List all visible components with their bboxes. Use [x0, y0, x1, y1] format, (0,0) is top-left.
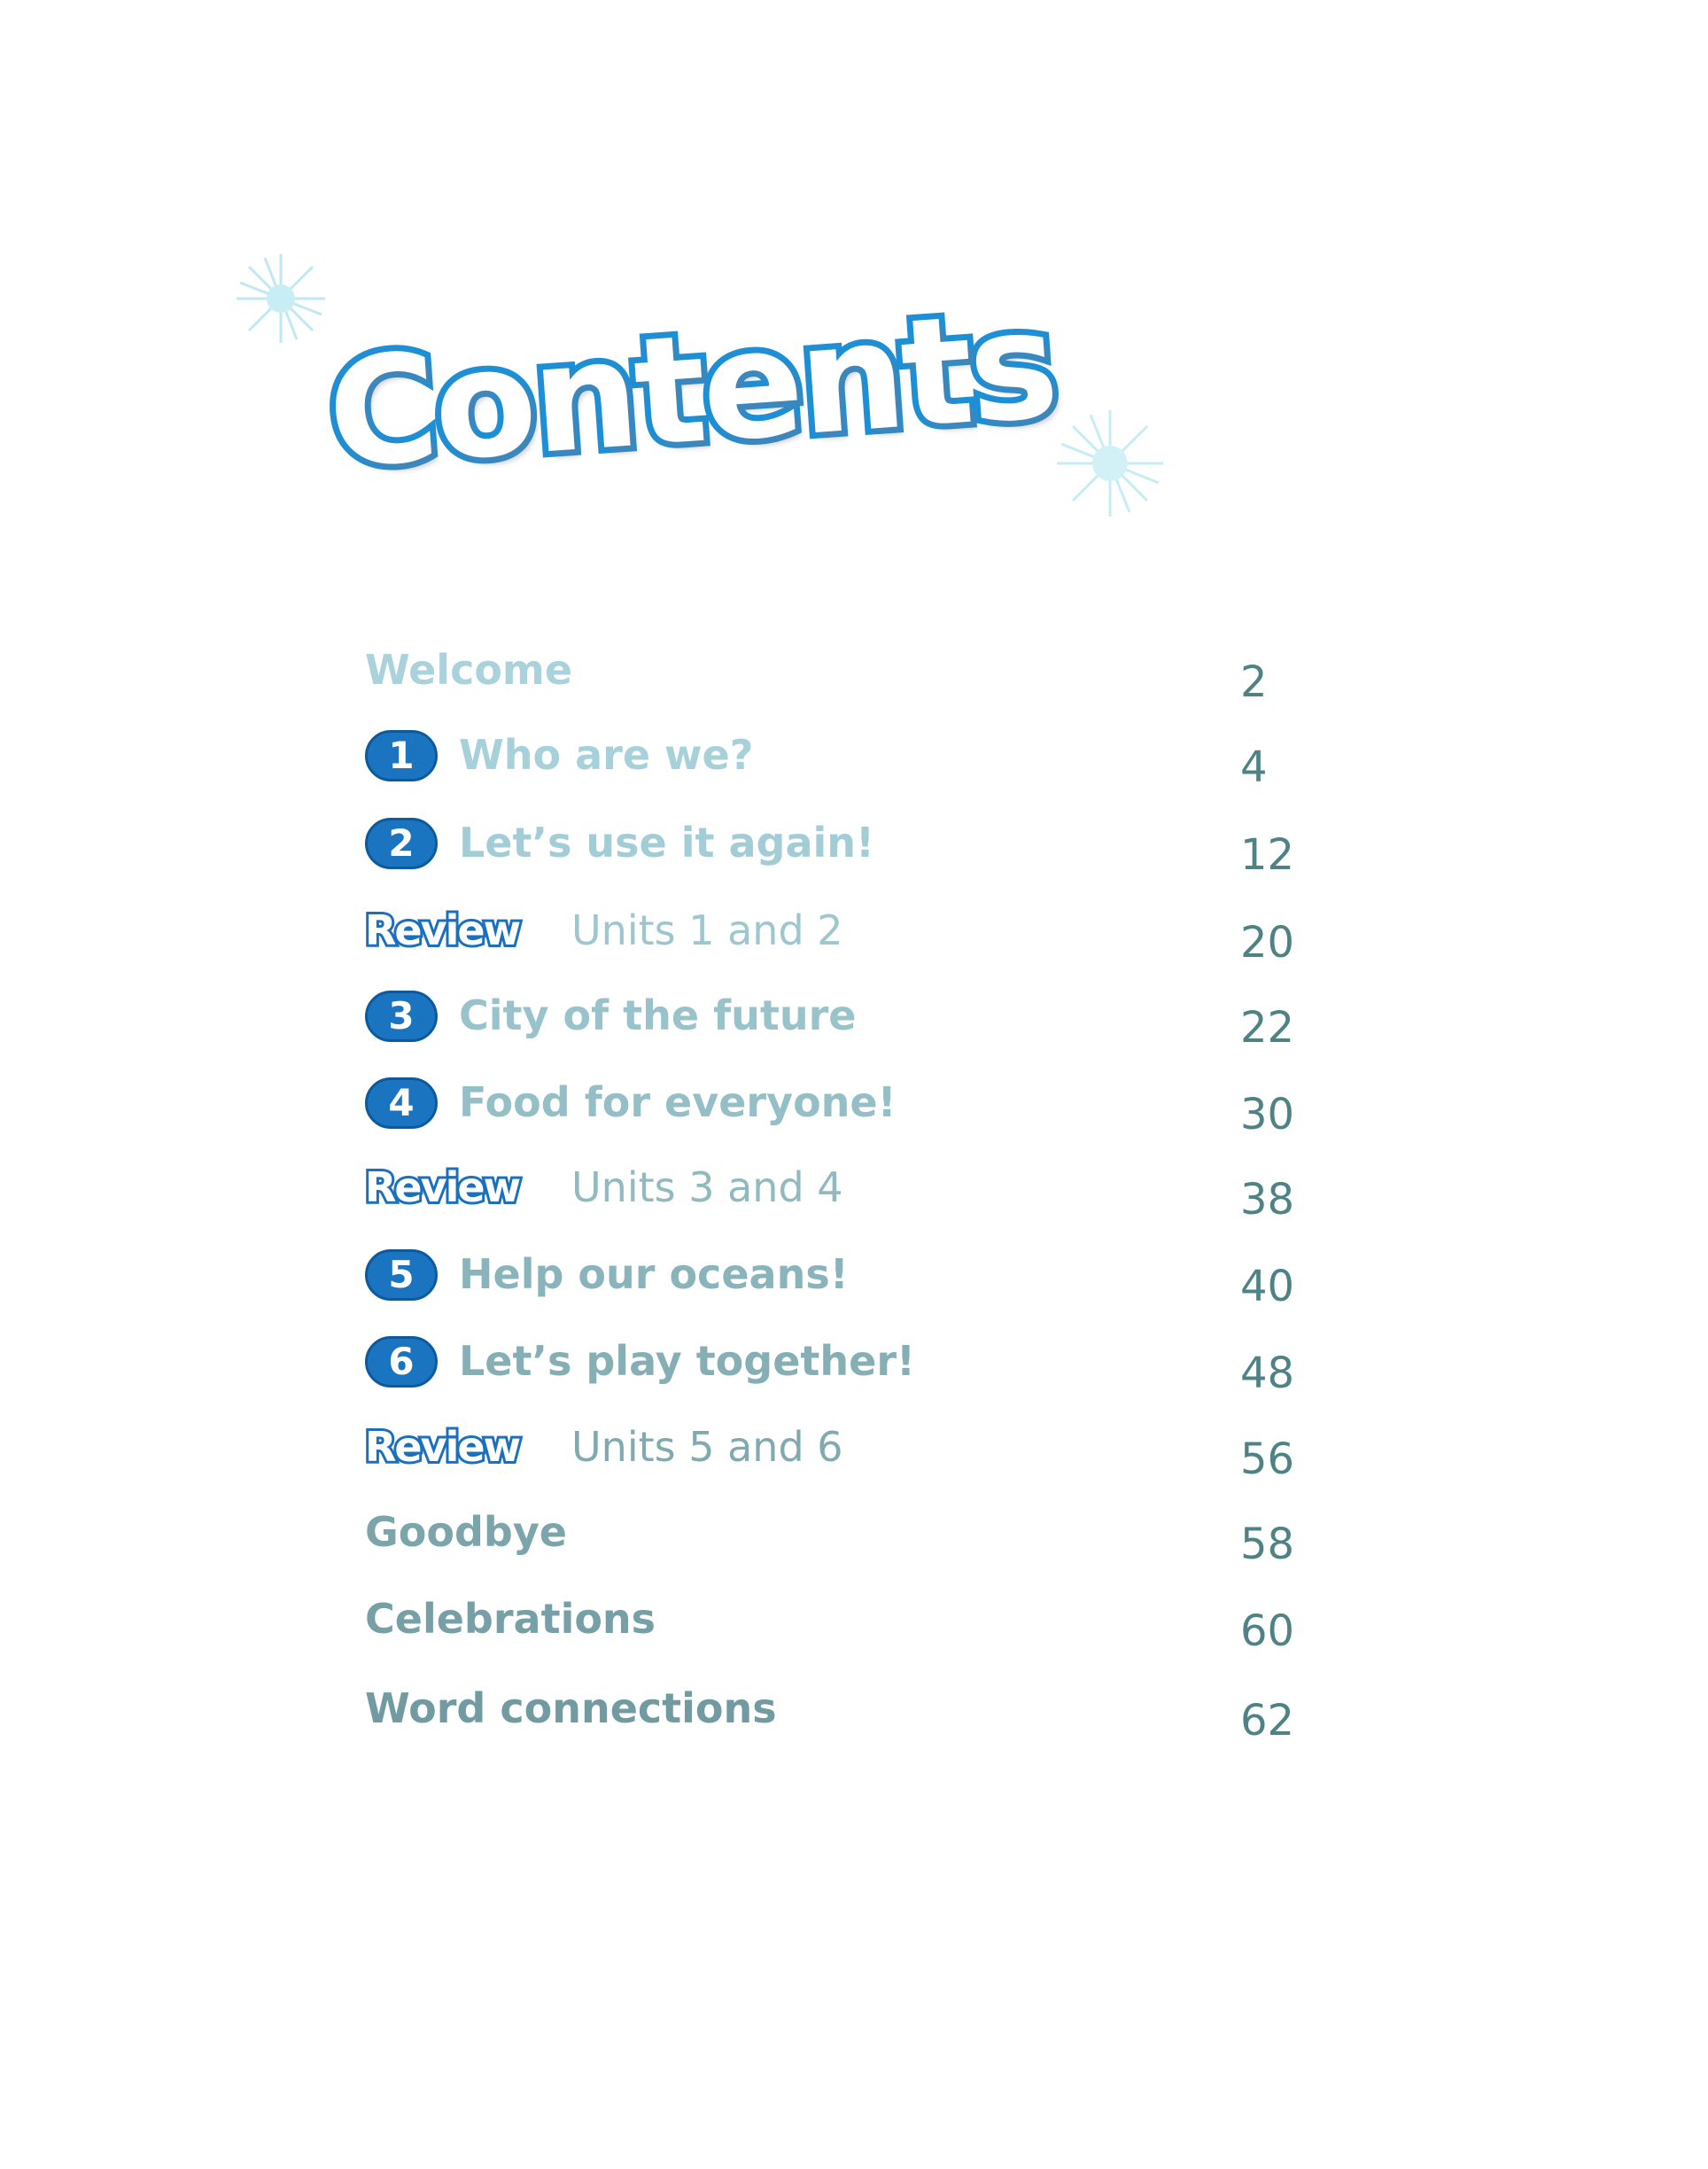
entry-title: Units 3 and 4 [571, 1163, 843, 1211]
page-number: 60 [1240, 1606, 1295, 1656]
toc-entry[interactable]: 2 Let’s use it again! 12 [365, 807, 1304, 880]
entry-title: Celebrations [365, 1595, 656, 1643]
review-badge: Review [362, 1161, 524, 1214]
toc-entry[interactable]: 4 Food for everyone! 30 [365, 1067, 1304, 1139]
page-number: 4 [1240, 742, 1268, 792]
unit-number-badge: 3 [365, 991, 438, 1042]
page-number: 58 [1240, 1520, 1295, 1569]
toc-entry[interactable]: 6 Let’s play together! 48 [365, 1326, 1304, 1398]
unit-number-badge: 1 [365, 730, 438, 781]
page-number: 40 [1240, 1262, 1295, 1311]
entry-title: Let’s use it again! [459, 819, 874, 867]
page-number: 22 [1240, 1003, 1295, 1053]
toc-entry[interactable]: Celebrations 60 [365, 1583, 1304, 1656]
entry-title: Units 1 and 2 [571, 906, 843, 954]
page-number: 48 [1240, 1349, 1295, 1398]
page-number: 20 [1240, 918, 1295, 968]
unit-number-badge: 5 [365, 1249, 438, 1301]
sparkle-star-icon [237, 254, 325, 343]
review-badge: Review [362, 1420, 524, 1473]
entry-title: Food for everyone! [459, 1078, 897, 1126]
unit-number-badge: 2 [365, 818, 438, 869]
page-number: 62 [1240, 1696, 1295, 1745]
entry-title: Help our oceans! [459, 1250, 849, 1298]
toc-entry[interactable]: Goodbye 58 [365, 1497, 1304, 1569]
entry-title: Who are we? [459, 731, 754, 779]
unit-number-badge: 4 [365, 1077, 438, 1129]
toc-entry[interactable]: Word connections 62 [365, 1673, 1304, 1745]
toc-entry[interactable]: Review Units 3 and 4 38 [362, 1152, 1304, 1224]
page-number: 30 [1240, 1090, 1295, 1139]
entry-title: City of the future [459, 991, 857, 1039]
toc-entry[interactable]: 1 Who are we? 4 [365, 719, 1304, 792]
entry-title: Word connections [365, 1684, 777, 1732]
unit-number-badge: 6 [365, 1336, 438, 1388]
page-number: 12 [1240, 830, 1295, 880]
entry-title: Welcome [365, 646, 573, 694]
toc-entry[interactable]: Welcome 2 [365, 634, 1304, 707]
entry-title: Let’s play together! [459, 1337, 916, 1385]
toc-entry[interactable]: Review Units 1 and 2 20 [362, 895, 1304, 968]
sparkle-star-icon [1057, 410, 1163, 517]
toc-entry[interactable]: Review Units 5 and 6 56 [362, 1411, 1304, 1484]
page-number: 2 [1240, 657, 1268, 707]
page-number: 38 [1240, 1175, 1295, 1224]
toc-entry[interactable]: 5 Help our oceans! 40 [365, 1239, 1304, 1311]
page-title: Contents [316, 271, 1066, 508]
page-number: 56 [1240, 1434, 1295, 1484]
review-badge: Review [362, 904, 524, 957]
toc-entry[interactable]: 3 City of the future 22 [365, 980, 1304, 1053]
entry-title: Goodbye [365, 1508, 568, 1556]
entry-title: Units 5 and 6 [571, 1423, 843, 1471]
